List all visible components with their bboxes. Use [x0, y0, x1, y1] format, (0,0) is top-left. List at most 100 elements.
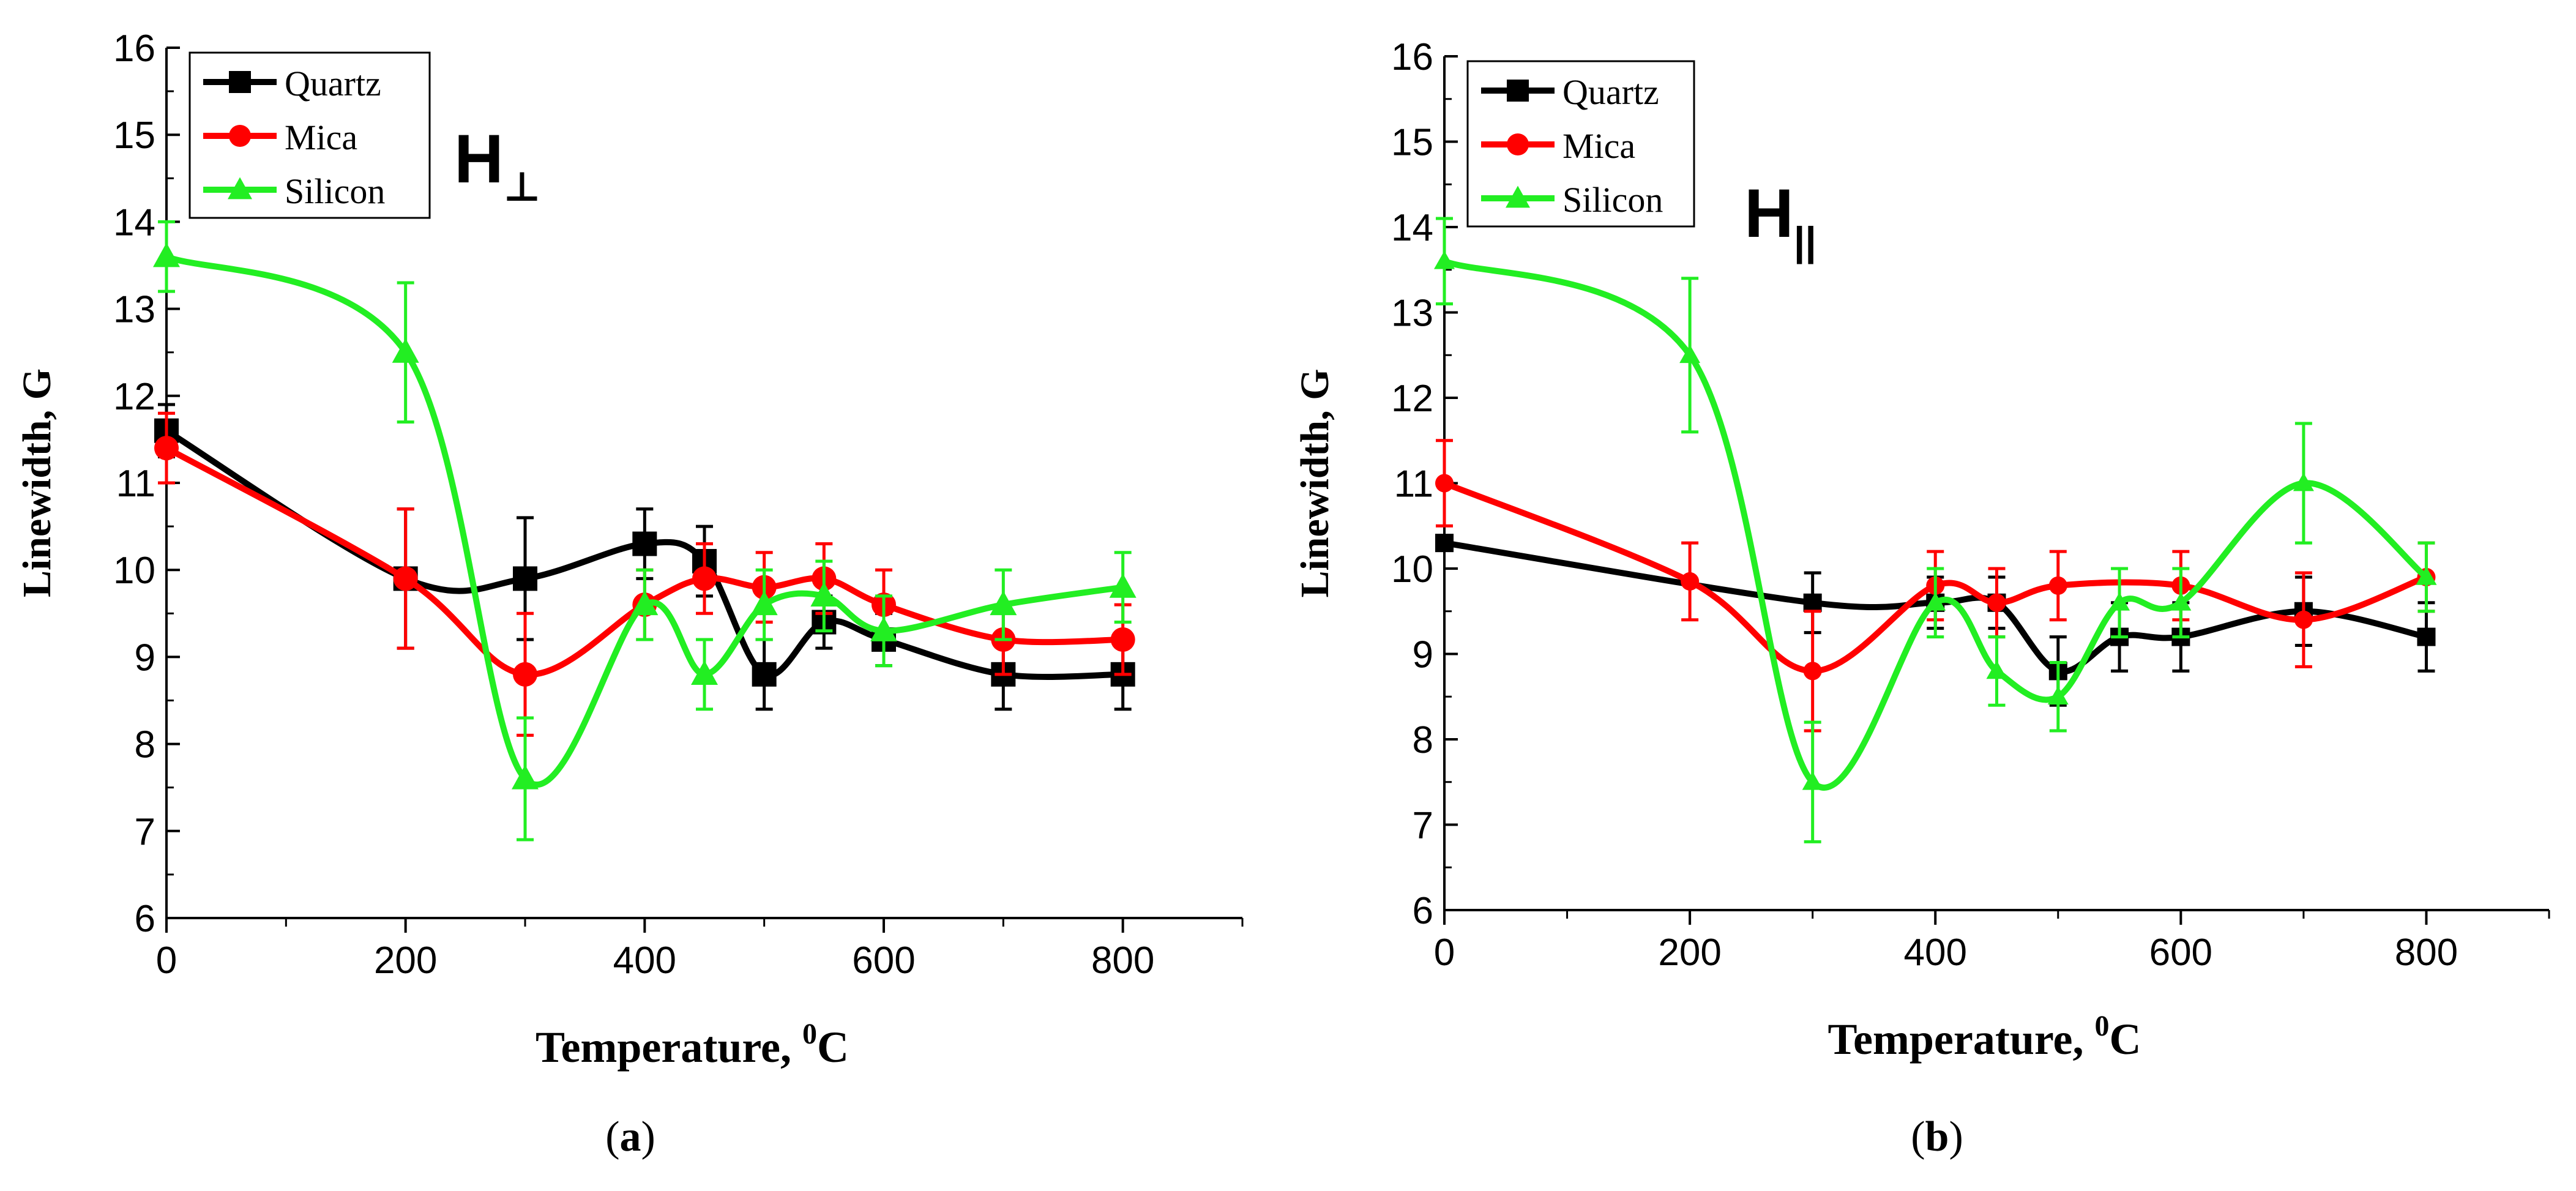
y-tick-label: 11 [1394, 463, 1433, 506]
x-axis-label-sup: 0 [2094, 1010, 2109, 1042]
data-point-quartz [1435, 534, 1454, 553]
data-point-silicon [2170, 592, 2192, 611]
data-point-quartz [1803, 593, 1822, 612]
x-tick-label: 800 [2395, 932, 2458, 974]
x-tick-label: 0 [156, 939, 177, 982]
panel-letter: b [1925, 1113, 1949, 1160]
panel-paren-close: ) [1949, 1113, 1963, 1160]
y-tick-label: 12 [1391, 378, 1433, 420]
y-tick-label: 15 [1391, 122, 1433, 164]
chart-panel-a: 6 7 8 9 10 11 12 13 14 15 16 0 200 400 600 800 Temperatu… [15, 28, 1244, 1160]
y-tick-label: 12 [113, 376, 155, 418]
data-point-mica [154, 436, 179, 461]
data-point-mica [2294, 610, 2313, 629]
panel-paren-open: ( [605, 1113, 619, 1160]
field-symbol: H [1744, 175, 1794, 252]
data-point-silicon [691, 660, 718, 685]
x-axis-label-text: Temperature, [1828, 1015, 2095, 1064]
x-axis-label-text: Temperature, [536, 1023, 802, 1072]
x-axis-label-unit: C [817, 1023, 849, 1072]
series-line-silicon [1443, 258, 2429, 791]
data-point-mica [1803, 662, 1822, 681]
x-tick-label: 400 [1903, 932, 1966, 974]
x-tick-label: 400 [613, 939, 676, 982]
y-tick-label: 15 [113, 114, 155, 157]
data-point-silicon [1802, 771, 1823, 790]
y-axis-label: Linewidth, G [15, 368, 59, 597]
legend-marker [229, 125, 251, 147]
data-point-silicon [2109, 592, 2130, 611]
y-tick-label: 7 [135, 811, 155, 853]
data-point-mica [393, 566, 418, 591]
legend-label: Quartz [1562, 72, 1659, 112]
legend-marker [229, 71, 251, 93]
data-point-mica [1435, 474, 1454, 493]
series-line-silicon [165, 253, 1124, 788]
data-point-quartz [513, 566, 537, 591]
y-tick-label: 6 [135, 898, 155, 940]
panel-label: (a) [605, 1113, 655, 1160]
field-orientation-subscript: || [1794, 218, 1816, 265]
y-axis-label: Linewidth, G [1293, 368, 1337, 597]
x-tick-label: 600 [852, 939, 915, 982]
legend-marker [228, 177, 252, 200]
legend-label: Silicon [1562, 180, 1663, 220]
data-point-silicon [2293, 472, 2314, 491]
data-point-silicon [1925, 592, 1946, 611]
data-point-quartz [632, 531, 657, 556]
data-point-mica [1110, 627, 1135, 652]
panel-paren-close: ) [641, 1113, 655, 1160]
series-silicon [1434, 217, 2437, 843]
field-orientation-label: H⊥ [454, 121, 540, 209]
y-tick-label: 9 [1413, 634, 1433, 676]
data-point-silicon [1986, 660, 2007, 679]
y-tick-label: 8 [135, 724, 155, 766]
y-tick-label: 14 [1391, 207, 1433, 249]
legend: Quartz Mica Silicon [189, 51, 431, 219]
series-silicon [153, 220, 1137, 842]
data-point-silicon [512, 764, 539, 790]
y-tick-label: 11 [116, 463, 155, 505]
data-point-mica [1987, 593, 2006, 612]
y-tick-label: 13 [113, 289, 155, 331]
data-point-silicon [810, 582, 838, 607]
field-orientation-subscript: ⊥ [504, 164, 540, 209]
chart-panel-b: 6 7 8 9 10 11 12 13 14 15 16 0 200 400 600 800 Temperatu… [1293, 36, 2550, 1160]
data-point-silicon [870, 616, 897, 641]
series-mica [1435, 439, 2436, 733]
legend-marker [1507, 80, 1529, 102]
legend-label: Mica [1562, 126, 1635, 166]
data-point-mica [1681, 572, 1700, 591]
x-axis-label-sup: 0 [802, 1018, 817, 1050]
x-axis-label: Temperature, 0C [1828, 1010, 2141, 1064]
y-tick-label: 7 [1413, 805, 1433, 847]
panel-label: (b) [1911, 1113, 1963, 1160]
x-tick-label: 200 [374, 939, 437, 982]
data-point-mica [2048, 576, 2067, 595]
x-tick-label: 800 [1091, 939, 1154, 982]
x-tick-label: 200 [1658, 932, 1721, 974]
legend: Quartz Mica Silicon [1466, 60, 1695, 228]
y-tick-label: 16 [1391, 36, 1433, 78]
data-point-silicon [2047, 686, 2069, 705]
y-tick-label: 13 [1391, 293, 1433, 335]
data-point-silicon [1109, 573, 1137, 598]
x-axis-label: Temperature, 0C [536, 1018, 849, 1072]
panel-paren-open: ( [1911, 1113, 1925, 1160]
data-point-mica [692, 566, 717, 591]
y-tick-label: 16 [113, 28, 155, 70]
legend-marker [1507, 133, 1529, 155]
x-axis-label-unit: C [2109, 1015, 2141, 1064]
legend-label: Mica [285, 118, 357, 157]
data-point-quartz [2417, 627, 2436, 646]
x-tick-label: 0 [1434, 932, 1455, 974]
y-tick-label: 8 [1413, 719, 1433, 761]
field-orientation-label: H|| [1744, 175, 1816, 265]
data-point-silicon [153, 242, 180, 267]
y-tick-label: 14 [113, 201, 155, 244]
y-tick-label: 6 [1413, 890, 1433, 932]
data-point-silicon [631, 591, 659, 616]
y-tick-label: 10 [113, 550, 155, 592]
